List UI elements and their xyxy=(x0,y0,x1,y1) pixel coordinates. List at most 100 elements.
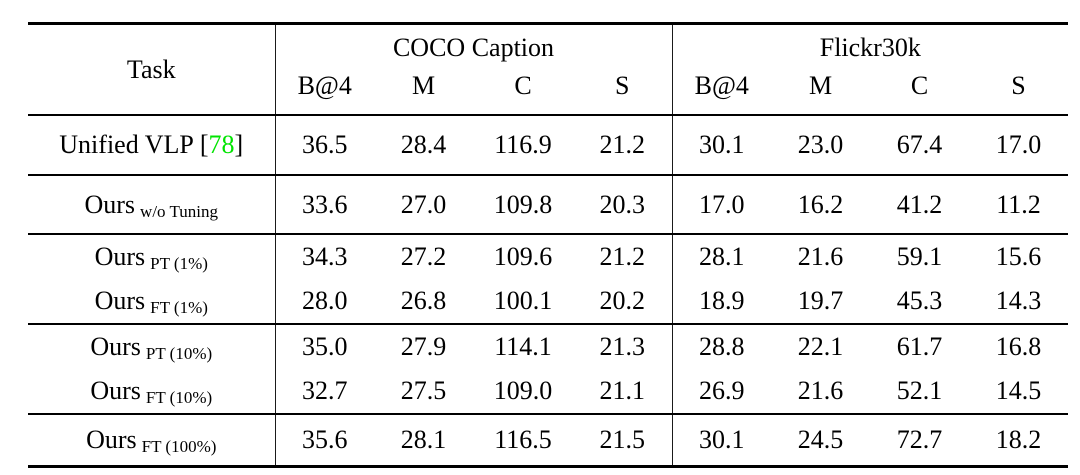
table-row-ours-ft-1: Ours FT (1%) 28.0 26.8 100.1 20.2 18.9 19… xyxy=(28,279,1068,324)
metric-value: 33.6 xyxy=(274,175,374,234)
metric-value: 109.0 xyxy=(493,376,553,405)
method-label: Ours FT (10%) xyxy=(28,369,275,414)
col-group-flickr30k: Flickr30k xyxy=(671,23,1069,71)
metric-value: 41.2 xyxy=(896,189,943,219)
metric-value: 61.7 xyxy=(896,332,943,361)
metric-value: 16.8 xyxy=(995,332,1042,361)
table-body: Unified VLP [78] 36.5 28.4 116.9 21.2 30.… xyxy=(28,115,1069,467)
metric-value: 72.7 xyxy=(896,425,943,454)
metric-value: 28.0 xyxy=(274,279,374,324)
col-group-coco-caption: COCO Caption xyxy=(274,23,673,71)
metric-value: 59.1 xyxy=(896,242,943,271)
metric-value: 21.2 xyxy=(599,130,646,159)
metric-value: 32.7 xyxy=(274,369,374,414)
metric-value: 17.0 xyxy=(995,130,1042,159)
metric-value: 14.5 xyxy=(995,376,1042,405)
metric-value: 45.3 xyxy=(896,286,943,315)
method-name: Ours xyxy=(94,286,146,315)
method-name: Ours xyxy=(94,242,146,271)
method-variant: PT (10%) xyxy=(145,344,213,363)
metric-value: 28.8 xyxy=(671,324,772,369)
citation-bracket-open: [ xyxy=(199,130,209,159)
metric-value: 21.5 xyxy=(599,425,646,454)
metric-value: 18.9 xyxy=(671,279,772,324)
col-header-flickr-b4: B@4 xyxy=(671,71,772,115)
metric-value: 21.6 xyxy=(797,242,844,271)
method-label: Ours PT (10%) xyxy=(28,324,275,369)
metric-value: 24.5 xyxy=(797,425,844,454)
metric-value: 28.1 xyxy=(400,425,447,454)
method-variant: w/o Tuning xyxy=(140,201,218,221)
metric-value: 11.2 xyxy=(996,189,1041,219)
metric-value: 15.6 xyxy=(995,242,1042,271)
method-name: Ours xyxy=(90,332,141,361)
metric-value: 17.0 xyxy=(671,175,772,234)
citation-bracket-close: ] xyxy=(234,130,244,159)
metric-value: 21.1 xyxy=(599,376,646,405)
metric-value: 30.1 xyxy=(671,414,772,467)
method-label: Ours w/o Tuning xyxy=(28,175,275,234)
metric-value: 52.1 xyxy=(896,376,943,405)
citation-link[interactable]: 78 xyxy=(208,130,235,159)
metric-value: 18.2 xyxy=(995,425,1042,454)
col-header-flickr-m: M xyxy=(808,71,833,100)
metric-value: 22.1 xyxy=(797,332,844,361)
metric-value: 30.1 xyxy=(671,115,772,175)
results-table: Task COCO Caption Flickr30k B@4 M C S B@… xyxy=(28,22,1069,468)
metric-value: 21.3 xyxy=(599,332,646,361)
metric-value: 20.2 xyxy=(599,286,646,315)
table-row-ours-ft-10: Ours FT (10%) 32.7 27.5 109.0 21.1 26.9 2… xyxy=(28,369,1068,414)
col-header-coco-m: M xyxy=(411,71,436,100)
method-label: Ours FT (1%) xyxy=(28,279,275,324)
method-label: Ours FT (100%) xyxy=(28,414,275,467)
metric-value: 14.3 xyxy=(995,286,1042,315)
col-header-coco-s: S xyxy=(615,71,630,100)
method-variant: PT (1%) xyxy=(150,254,208,273)
method-variant: FT (100%) xyxy=(141,437,217,456)
table-row-ours-pt-10: Ours PT (10%) 35.0 27.9 114.1 21.3 28.8 2… xyxy=(28,324,1069,369)
metric-value: 19.7 xyxy=(797,286,844,315)
metric-value: 23.0 xyxy=(797,130,844,159)
col-header-coco-c: C xyxy=(514,71,532,100)
col-header-task: Task xyxy=(126,54,176,84)
metric-value: 26.9 xyxy=(671,369,772,414)
metric-value: 116.9 xyxy=(494,130,552,159)
metric-value: 109.8 xyxy=(493,189,553,219)
method-name: Ours xyxy=(90,376,141,405)
metric-value: 27.2 xyxy=(400,242,447,271)
method-variant: FT (10%) xyxy=(145,388,213,407)
metric-value: 27.0 xyxy=(400,189,447,219)
metric-value: 16.2 xyxy=(797,189,844,219)
metric-value: 116.5 xyxy=(494,425,552,454)
table-row-ours-pt-1: Ours PT (1%) 34.3 27.2 109.6 21.2 28.1 21… xyxy=(28,234,1069,279)
method-variant: FT (1%) xyxy=(150,298,208,317)
metric-value: 21.6 xyxy=(797,376,844,405)
method-name: Ours xyxy=(84,189,136,219)
col-header-flickr-c: C xyxy=(910,71,929,100)
metric-value: 109.6 xyxy=(493,242,553,271)
metric-value: 28.4 xyxy=(400,130,447,159)
table-header: Task COCO Caption Flickr30k B@4 M C S B@… xyxy=(28,23,1069,115)
metric-value: 27.9 xyxy=(400,332,447,361)
metric-value: 26.8 xyxy=(400,286,447,315)
method-label: Unified VLP [78] xyxy=(28,115,275,175)
method-name: Ours xyxy=(86,425,137,454)
metric-value: 21.2 xyxy=(599,242,646,271)
metric-value: 35.0 xyxy=(274,324,374,369)
metric-value: 20.3 xyxy=(599,189,646,219)
table-row-ours-wo-tuning: Ours w/o Tuning 33.6 27.0 109.8 20.3 17.0… xyxy=(28,175,1069,234)
col-header-coco-b4: B@4 xyxy=(274,71,374,115)
metric-value: 67.4 xyxy=(896,130,943,159)
metric-value: 28.1 xyxy=(671,234,772,279)
metric-value: 114.1 xyxy=(494,332,552,361)
table-row-unified-vlp: Unified VLP [78] 36.5 28.4 116.9 21.2 30.… xyxy=(28,115,1069,175)
metric-value: 36.5 xyxy=(274,115,374,175)
metric-value: 27.5 xyxy=(400,376,447,405)
method-label: Ours PT (1%) xyxy=(28,234,275,279)
table-row-ours-ft-100: Ours FT (100%) 35.6 28.1 116.5 21.5 30.1 … xyxy=(28,414,1069,467)
col-header-flickr-s: S xyxy=(1011,71,1026,100)
metric-value: 34.3 xyxy=(274,234,374,279)
metric-value: 35.6 xyxy=(274,414,374,467)
metric-value: 100.1 xyxy=(493,286,553,315)
